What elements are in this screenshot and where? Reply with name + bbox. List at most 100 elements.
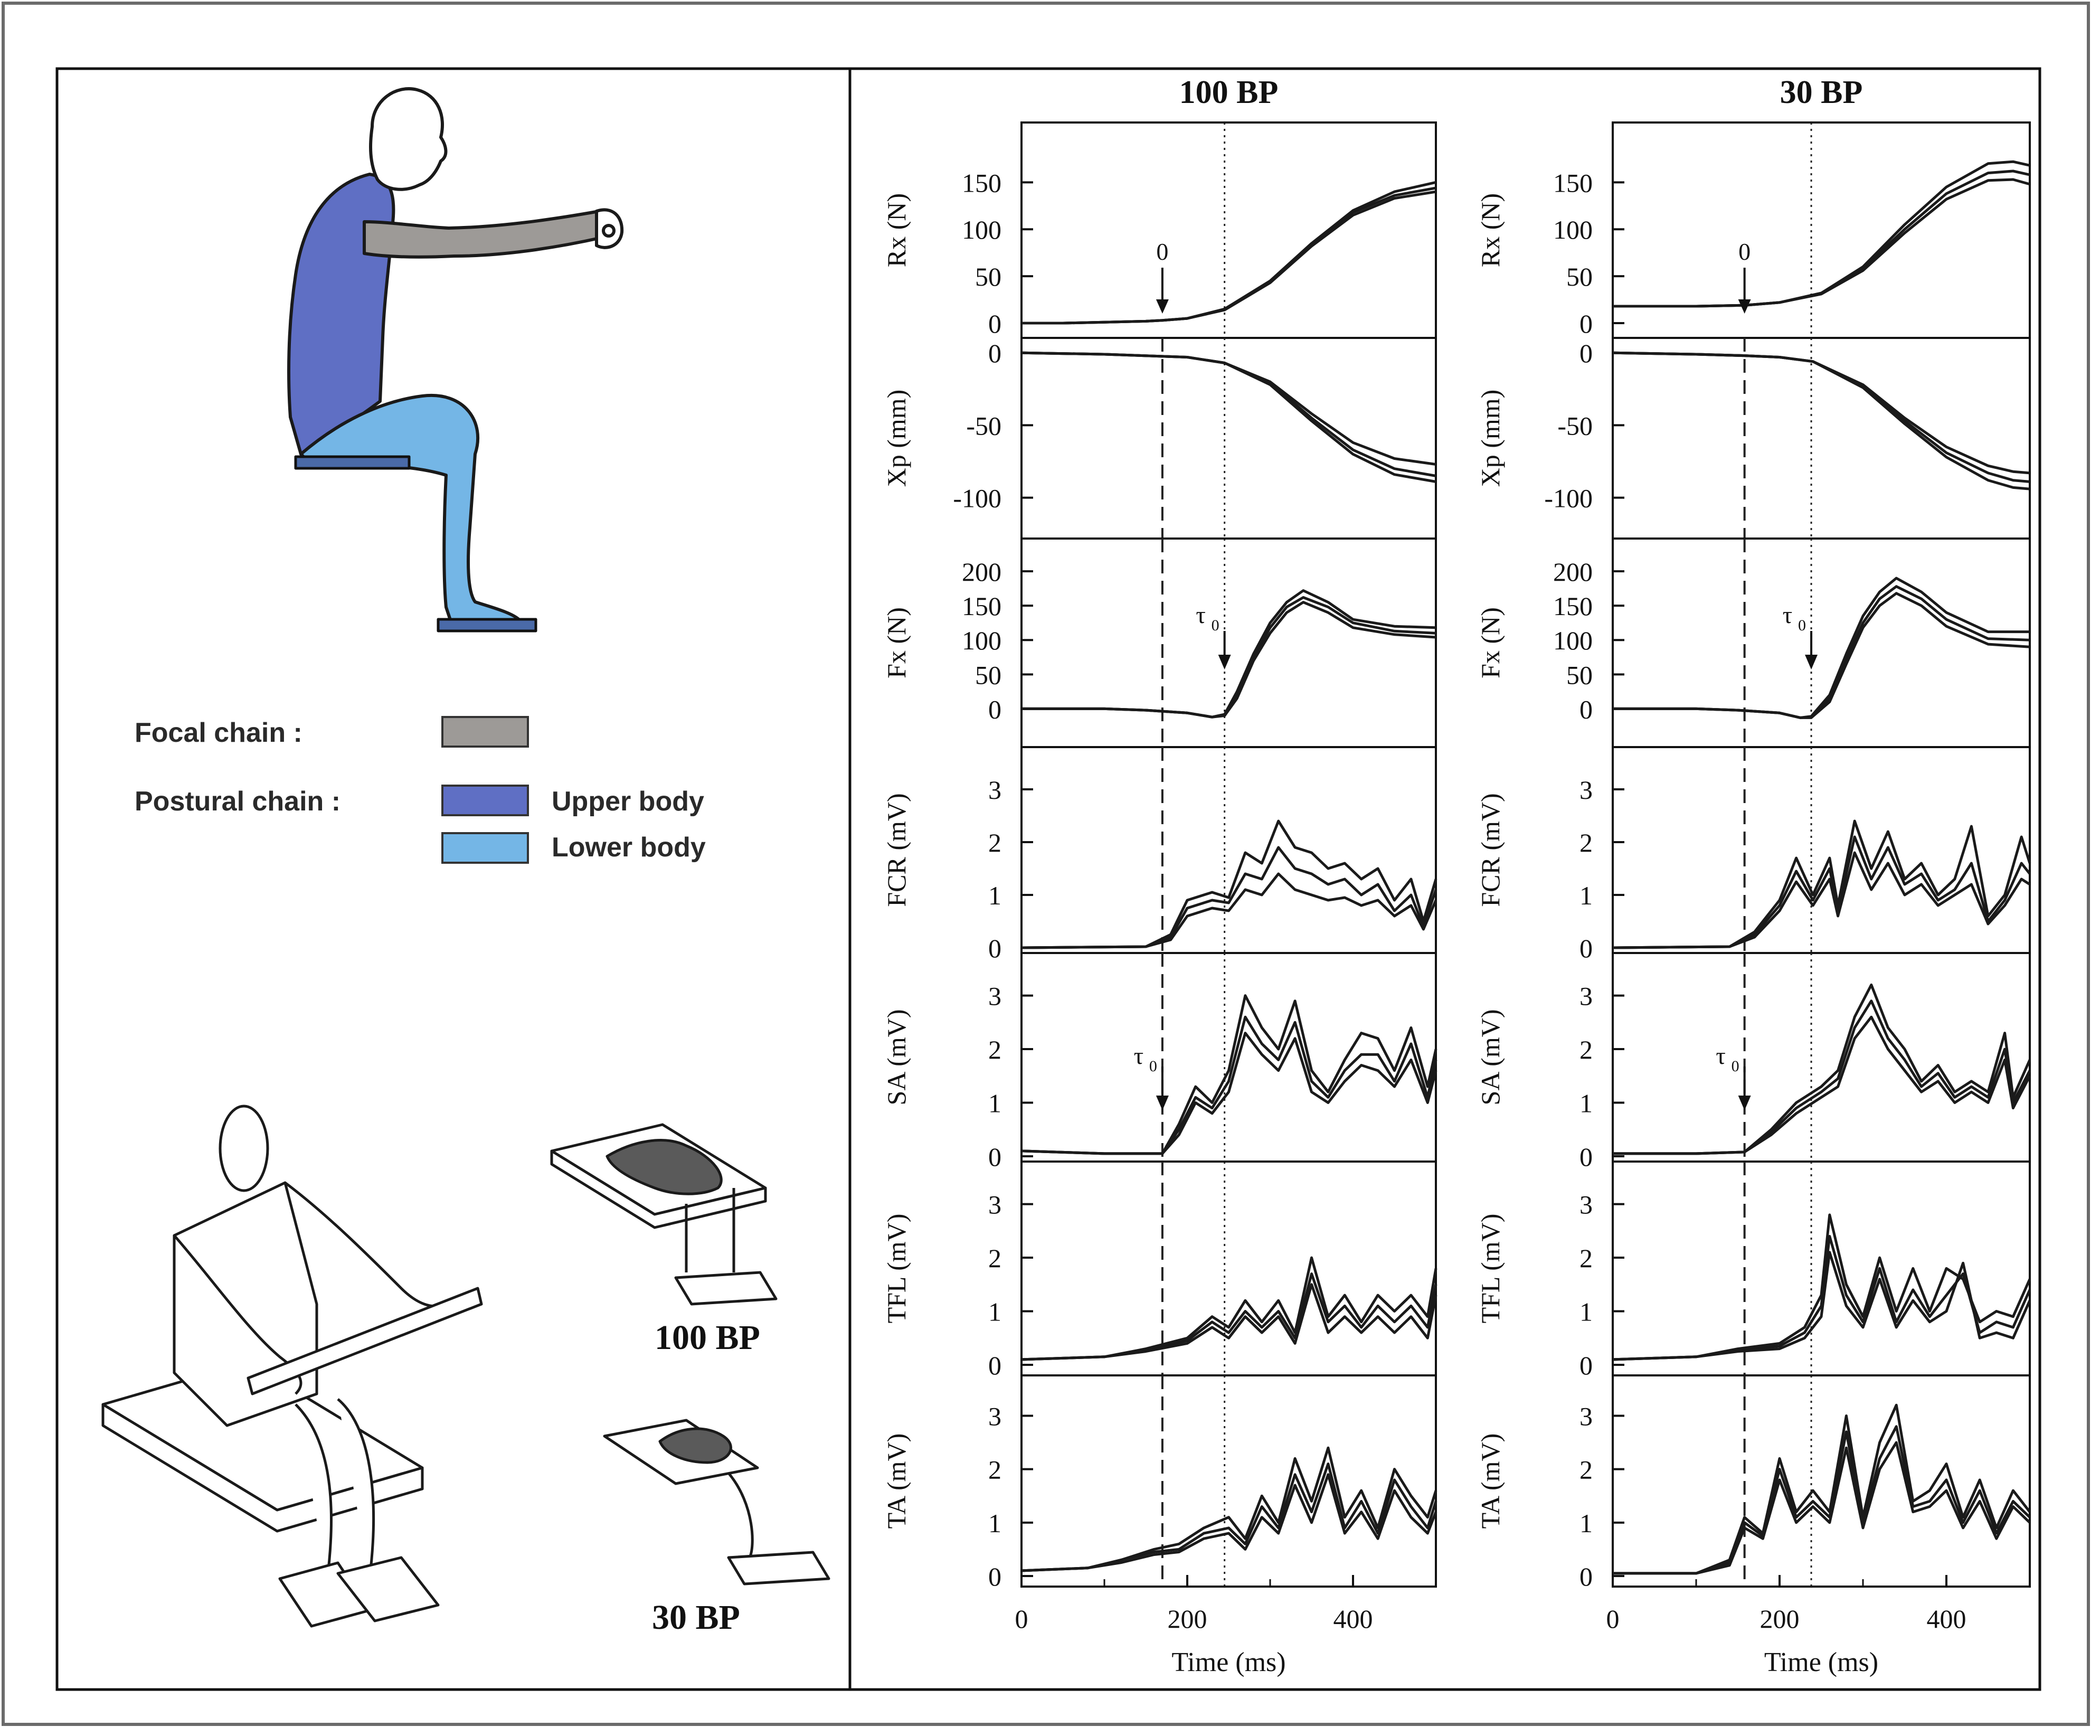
tau-label: τ: [1783, 601, 1793, 628]
series-line-2: [1021, 1032, 1437, 1155]
fist-knuckle: [602, 224, 616, 238]
y-tick-label: 0: [1579, 309, 1593, 338]
tau-subscript: 0: [1212, 617, 1219, 634]
apparatus-illustration: [101, 1105, 830, 1628]
series-line-2: [1021, 601, 1436, 719]
y-tick-label: 3: [1579, 1190, 1593, 1220]
panel-fcr: 0 1 2 3 FCR (mV): [1475, 746, 2031, 963]
setup-label-30bp: 30 BP: [652, 1598, 740, 1637]
y-tick-label: 0: [988, 338, 1001, 368]
y-tick-label: 100: [1553, 215, 1593, 244]
y-tick-label: 150: [962, 591, 1001, 621]
chain-legend: Focal chain : Postural chain : Upper bod…: [135, 716, 706, 864]
x-axis-label: Time (ms): [1764, 1647, 1878, 1677]
legend-focal-label: Focal chain :: [135, 718, 302, 748]
y-tick-label: 2: [1579, 828, 1593, 857]
foot-plate-right: [336, 1556, 440, 1622]
x-axis-label: Time (ms): [1171, 1647, 1285, 1677]
panel-frame: [1020, 1374, 1437, 1588]
y-axis-label: Fx (N): [1475, 607, 1505, 678]
series-line-2: [1612, 351, 2030, 490]
panel-ta: 0 1 2 3 TA (mV): [882, 1374, 1437, 1591]
y-tick-label: 100: [962, 626, 1001, 655]
series-line-1: [1021, 1272, 1437, 1361]
series-line-2: [1612, 1251, 2031, 1361]
platform-100bp-side: [550, 1149, 767, 1229]
x-tick-label: 0: [1606, 1604, 1620, 1634]
tau-arrowhead: [1218, 655, 1231, 669]
y-tick-label: 2: [1579, 1455, 1593, 1485]
series-line-0: [1612, 819, 2031, 949]
tau-label: τ: [1134, 1042, 1144, 1069]
y-tick-label: 200: [962, 557, 1001, 587]
y-tick-label: 200: [1553, 557, 1593, 587]
series-line-1: [1613, 999, 2031, 1155]
panel-frame: [1612, 1374, 2031, 1588]
y-tick-label: 150: [1553, 168, 1593, 197]
y-axis-label: TFL (mV): [1475, 1214, 1505, 1324]
y-tick-label: 0: [988, 694, 1001, 724]
y-tick-label: 0: [1579, 1142, 1593, 1172]
y-tick-label: 1: [1579, 1297, 1593, 1327]
onset-arrowhead: [1156, 299, 1169, 314]
cable-100bp: [685, 1188, 735, 1272]
tau-arrowhead: [1156, 1096, 1169, 1110]
legend-upper-swatch: [441, 785, 529, 816]
panel-rx: 0 50 100 150 Rx (N) 0: [1475, 121, 2031, 339]
series-line-2: [1021, 1473, 1437, 1572]
tau-arrowhead: [1805, 655, 1818, 669]
series-line-0: [1021, 1446, 1437, 1572]
tau-label: τ: [1716, 1042, 1726, 1069]
x-tick-label: 0: [1015, 1604, 1028, 1634]
panel-fcr: 0 1 2 3 FCR (mV): [882, 746, 1437, 963]
y-axis-label: Xp (mm): [1475, 390, 1505, 487]
x-tick-label: 400: [1927, 1604, 1966, 1634]
legend-lower-swatch: [441, 832, 529, 864]
series-line-0: [1021, 994, 1437, 1155]
y-tick-label: 50: [975, 660, 1001, 690]
lower-body-shape: [299, 393, 522, 625]
y-tick-label: 1: [988, 1508, 1001, 1538]
series-line-0: [1613, 983, 2031, 1155]
y-tick-label: 0: [988, 1142, 1001, 1172]
onset-zero-label: 0: [1156, 238, 1168, 265]
tau-arrowhead: [1738, 1096, 1751, 1110]
series-line-0: [1612, 1213, 2031, 1361]
onset-zero-label: 0: [1738, 238, 1751, 265]
y-axis-label: TA (mV): [882, 1433, 911, 1529]
y-tick-label: 2: [988, 1455, 1001, 1485]
series-line-2: [1021, 351, 1436, 483]
y-axis-label: Xp (mm): [882, 390, 911, 487]
series-line-1: [1021, 846, 1437, 949]
y-tick-label: 1: [988, 1297, 1001, 1327]
chart-title: 100 BP: [1179, 74, 1279, 110]
series-line-2: [1613, 592, 2030, 719]
panel-xp: 0 -50 -100 Xp (mm): [882, 337, 1437, 540]
series-line-1: [1021, 1015, 1437, 1155]
y-tick-label: 3: [1579, 982, 1593, 1011]
y-tick-label: -50: [966, 411, 1001, 440]
series-line-1: [1612, 835, 2031, 949]
y-tick-label: 1: [988, 881, 1001, 910]
y-tick-label: 3: [1579, 775, 1593, 805]
y-tick-label: 0: [1579, 1351, 1593, 1380]
cable-30bp: [727, 1472, 754, 1559]
handle-bar: [247, 1287, 483, 1395]
series-line-2: [1612, 851, 2031, 949]
legend-postural-label: Postural chain :: [135, 786, 340, 817]
y-tick-label: 50: [1566, 660, 1593, 690]
series-line-2: [1021, 1283, 1437, 1361]
y-tick-label: 0: [988, 933, 1001, 963]
series-line-1: [1021, 1463, 1437, 1572]
x-tick-label: 200: [1760, 1604, 1800, 1634]
pressure-map-100bp: [606, 1139, 723, 1195]
y-tick-label: 0: [1579, 338, 1593, 368]
y-tick-label: -100: [1544, 484, 1593, 513]
bench-side: [101, 1403, 424, 1533]
y-tick-label: 2: [1579, 1243, 1593, 1273]
